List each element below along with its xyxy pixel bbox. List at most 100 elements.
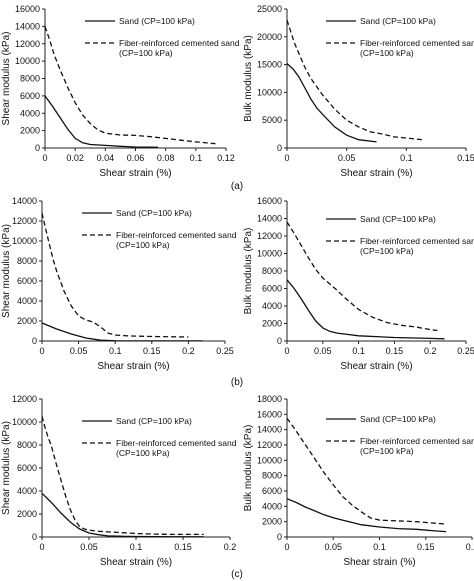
x-tick-label: 0.04 [97, 153, 115, 163]
y-tick-label: 6000 [262, 486, 282, 496]
x-tick-label: 0.15 [417, 542, 435, 552]
y-tick-label: 4000 [20, 108, 40, 118]
x-tick-label: 0 [284, 346, 289, 356]
y-tick-label: 16000 [257, 196, 282, 206]
x-tick-label: 0.1 [190, 153, 203, 163]
legend-label-line2: (CP=100 kPa) [360, 246, 414, 256]
x-axis-title: Shear strain (%) [100, 557, 172, 568]
y-tick-label: 0 [277, 336, 282, 346]
legend: Sand (CP=100 kPa) Fiber-reinforced cement… [82, 416, 237, 458]
y-tick-label: 4000 [262, 501, 282, 511]
x-tick-label: 0.05 [324, 542, 342, 552]
y-tick-label: 2000 [262, 517, 282, 527]
legend-label: Fiber-reinforced cemented sand [116, 230, 237, 240]
series-line-fiber-reinforced [41, 212, 189, 338]
x-tick-label: 0.12 [217, 153, 235, 163]
y-tick-label: 10000 [257, 455, 282, 465]
y-tick-label: 14000 [257, 214, 282, 224]
x-tick-label: 0.05 [70, 346, 88, 356]
series-line-sand [286, 279, 445, 340]
series-line-sand [286, 63, 377, 143]
y-tick-label: 2000 [20, 126, 40, 136]
x-tick-label: 0 [284, 153, 289, 163]
y-axis-title: Bulk modulus (kPa) [243, 35, 254, 122]
y-tick-label: 6000 [17, 463, 37, 473]
chart-panel-4: 0 2000 4000 6000 8000 10000 12000 14000 16000 0 0.… [243, 196, 474, 372]
y-tick-label: 14000 [257, 425, 282, 435]
x-tick-label: 0 [39, 542, 44, 552]
legend-label: Sand (CP=100 kPa) [360, 214, 436, 224]
x-tick-label: 0.05 [338, 153, 356, 163]
y-tick-label: 18000 [257, 394, 282, 404]
x-tick-label: 0.15 [386, 346, 404, 356]
y-tick-label: 12000 [12, 394, 37, 404]
y-tick-label: 6000 [262, 284, 282, 294]
legend-label: Fiber-reinforced cemented sand [360, 38, 474, 48]
y-tick-label: 10000 [12, 236, 37, 246]
panel-label: (c) [231, 569, 243, 580]
x-tick-label: 0.15 [457, 153, 474, 163]
y-tick-label: 15000 [257, 60, 282, 70]
series-line-fiber-reinforced [41, 416, 204, 536]
x-tick-label: 0.15 [143, 346, 161, 356]
x-tick-label: 0.1 [109, 346, 122, 356]
legend: Sand (CP=100 kPa) Fiber-reinforced cement… [326, 214, 474, 256]
y-tick-label: 0 [277, 532, 282, 542]
legend-label-line2: (CP=100 kPa) [119, 48, 173, 58]
y-tick-label: 6000 [17, 276, 37, 286]
y-tick-label: 12000 [12, 216, 37, 226]
y-tick-label: 0 [35, 143, 40, 153]
x-tick-label: 0.1 [400, 153, 413, 163]
x-axis-title: Shear strain (%) [97, 361, 169, 372]
legend-label: Fiber-reinforced cemented sand [360, 236, 474, 246]
y-tick-label: 8000 [20, 74, 40, 84]
y-tick-label: 2000 [17, 509, 37, 519]
y-axis-title: Bulk modulus (kPa) [243, 425, 254, 512]
x-tick-label: 0.2 [224, 542, 237, 552]
legend-label: Sand (CP=100 kPa) [360, 16, 436, 26]
panel-label: (a) [231, 181, 243, 192]
x-tick-label: 0.1 [373, 542, 386, 552]
chart-panel-5: 0 2000 4000 6000 8000 10000 12000 0 0.05 0.1 0.15 0… [1, 394, 237, 568]
y-tick-label: 0 [277, 143, 282, 153]
y-tick-label: 14000 [12, 196, 37, 206]
y-tick-label: 20000 [257, 32, 282, 42]
y-tick-label: 14000 [15, 21, 40, 31]
x-axis-title: Shear strain (%) [343, 557, 415, 568]
y-tick-label: 6000 [20, 91, 40, 101]
y-tick-label: 25000 [257, 4, 282, 14]
y-tick-label: 8000 [262, 471, 282, 481]
panel-label: (b) [231, 377, 243, 388]
chart-panel-2: 0 5000 10000 15000 20000 25000 0 0.05 0.1 0.15 She… [243, 4, 474, 179]
series-line-fiber-reinforced [44, 26, 216, 145]
legend-label-line2: (CP=100 kPa) [360, 446, 414, 456]
legend: Sand (CP=100 kPa) Fiber-reinforced cement… [326, 16, 474, 58]
y-tick-label: 10000 [15, 56, 40, 66]
legend: Sand (CP=100 kPa) Fiber-reinforced cement… [85, 16, 240, 58]
y-axis-title: Shear modulus (kPa) [1, 421, 12, 515]
x-tick-label: 0 [39, 346, 44, 356]
x-tick-label: 0.02 [66, 153, 84, 163]
legend-label: Fiber-reinforced cemented sand [116, 438, 237, 448]
series-line-sand [44, 95, 159, 148]
y-tick-label: 0 [32, 532, 37, 542]
y-tick-label: 2000 [17, 316, 37, 326]
y-tick-label: 8000 [17, 440, 37, 450]
chart-panel-1: 0 2000 4000 6000 8000 10000 12000 14000 16000 0 0.… [1, 4, 240, 179]
legend-label: Sand (CP=100 kPa) [360, 414, 436, 424]
y-tick-label: 12000 [15, 39, 40, 49]
x-tick-label: 0 [284, 542, 289, 552]
legend-label-line2: (CP=100 kPa) [116, 448, 170, 458]
x-axis-title: Shear strain (%) [99, 168, 171, 179]
x-tick-label: 0.05 [314, 346, 332, 356]
y-tick-label: 4000 [262, 301, 282, 311]
x-tick-label: 0.08 [157, 153, 175, 163]
x-tick-label: 0.15 [174, 542, 192, 552]
x-tick-label: 0 [42, 153, 47, 163]
y-tick-label: 0 [32, 336, 37, 346]
series-line-fiber-reinforced [286, 417, 447, 525]
legend-label: Fiber-reinforced cemented sand [360, 436, 474, 446]
legend-label: Sand (CP=100 kPa) [116, 208, 192, 218]
y-tick-label: 12000 [257, 231, 282, 241]
x-tick-label: 0.06 [127, 153, 145, 163]
